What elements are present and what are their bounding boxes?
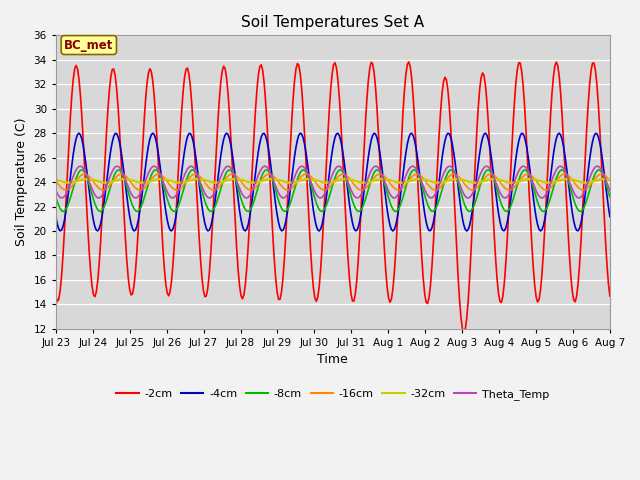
-4cm	[532, 215, 540, 220]
-8cm	[88, 192, 96, 197]
-4cm	[606, 214, 614, 219]
-16cm	[90, 179, 97, 185]
-8cm	[605, 189, 612, 195]
-16cm	[302, 171, 310, 177]
Legend: -2cm, -4cm, -8cm, -16cm, -32cm, Theta_Temp: -2cm, -4cm, -8cm, -16cm, -32cm, Theta_Te…	[112, 384, 554, 404]
-16cm	[62, 187, 70, 193]
-4cm	[339, 145, 346, 151]
-8cm	[449, 168, 456, 173]
-2cm	[460, 330, 468, 336]
Line: -16cm: -16cm	[56, 174, 610, 190]
-2cm	[532, 294, 540, 300]
Theta_Temp	[224, 163, 232, 169]
Theta_Temp	[449, 165, 456, 170]
Line: Theta_Temp: Theta_Temp	[56, 166, 610, 198]
-2cm	[337, 119, 345, 124]
-8cm	[339, 168, 346, 174]
-4cm	[88, 209, 96, 215]
-4cm	[52, 214, 60, 219]
-32cm	[450, 176, 458, 182]
Theta_Temp	[531, 184, 538, 190]
Theta_Temp	[52, 188, 60, 193]
X-axis label: Time: Time	[317, 353, 348, 366]
-32cm	[88, 177, 96, 182]
-8cm	[225, 167, 233, 173]
Title: Soil Temperatures Set A: Soil Temperatures Set A	[241, 15, 424, 30]
-2cm	[606, 293, 614, 299]
Line: -8cm: -8cm	[56, 170, 610, 211]
-32cm	[606, 177, 614, 183]
Text: BC_met: BC_met	[64, 38, 113, 51]
Theta_Temp	[538, 195, 546, 201]
-32cm	[71, 179, 79, 185]
Line: -32cm: -32cm	[56, 179, 610, 183]
-8cm	[532, 194, 540, 200]
-4cm	[450, 149, 458, 155]
-2cm	[52, 293, 60, 299]
-4cm	[605, 204, 612, 210]
Theta_Temp	[339, 166, 346, 172]
Theta_Temp	[71, 170, 79, 176]
-32cm	[605, 177, 612, 182]
-32cm	[532, 177, 540, 183]
-16cm	[52, 178, 60, 184]
Line: -4cm: -4cm	[56, 133, 610, 231]
-2cm	[405, 59, 413, 65]
-8cm	[606, 194, 614, 200]
Theta_Temp	[606, 188, 614, 193]
-16cm	[606, 178, 614, 184]
-32cm	[139, 180, 147, 186]
-8cm	[466, 208, 474, 214]
-16cm	[340, 171, 348, 177]
-2cm	[449, 153, 456, 158]
-16cm	[605, 176, 612, 182]
-16cm	[450, 171, 458, 177]
-16cm	[72, 178, 80, 184]
-4cm	[71, 143, 79, 148]
-32cm	[52, 177, 60, 183]
Line: -2cm: -2cm	[56, 62, 610, 333]
Y-axis label: Soil Temperature (C): Soil Temperature (C)	[15, 118, 28, 246]
-8cm	[52, 194, 60, 200]
Theta_Temp	[605, 184, 612, 190]
-16cm	[532, 178, 540, 184]
-32cm	[339, 177, 346, 182]
-2cm	[71, 66, 79, 72]
-2cm	[88, 283, 96, 288]
Theta_Temp	[88, 186, 96, 192]
-4cm	[389, 228, 397, 234]
-4cm	[149, 130, 157, 136]
-32cm	[379, 176, 387, 182]
-2cm	[605, 281, 612, 287]
-8cm	[71, 180, 79, 186]
